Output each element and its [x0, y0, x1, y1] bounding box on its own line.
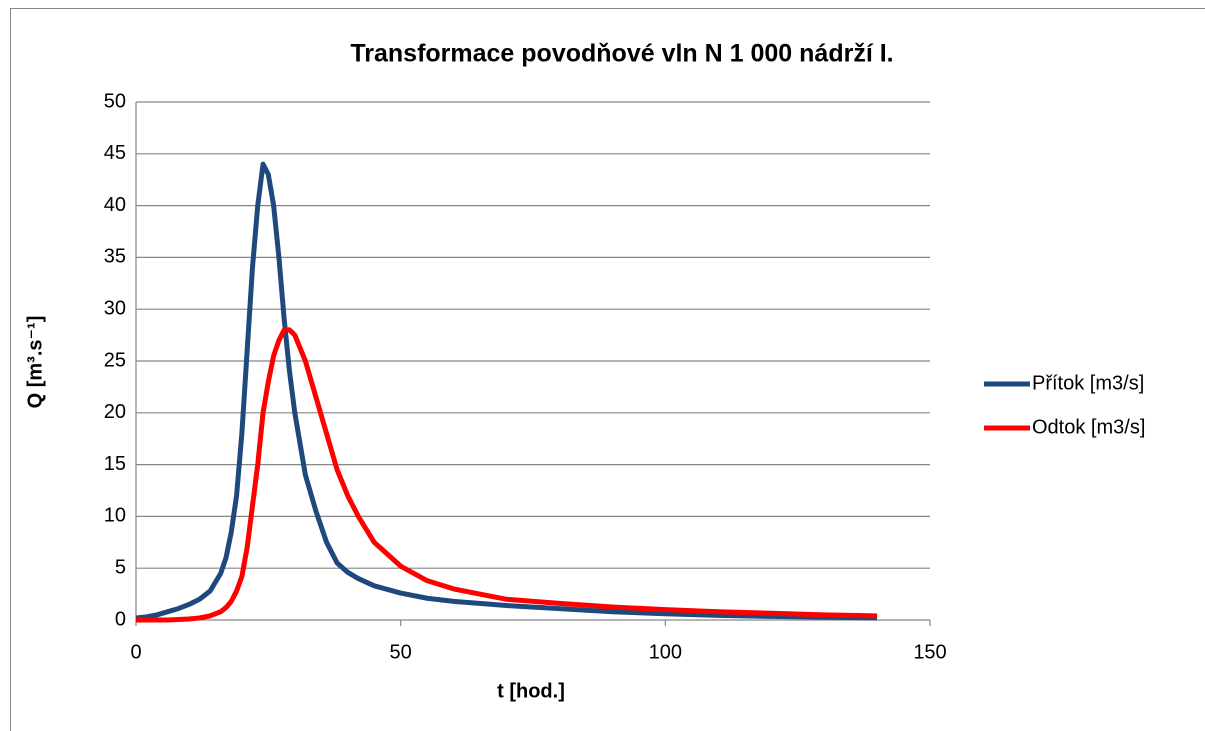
- chart-title: Transformace povodňové vln N 1 000 nádrž…: [350, 40, 893, 68]
- series-line: [136, 327, 878, 623]
- y-tick-label: 0: [115, 608, 126, 630]
- y-axis-label: Q [m³.s⁻¹]: [24, 316, 46, 409]
- y-tick-label: 10: [104, 505, 126, 527]
- y-tick-label: 40: [104, 194, 126, 216]
- legend-label: Odtok [m3/s]: [1032, 416, 1145, 438]
- series-line: [135, 161, 878, 621]
- y-tick-label: 30: [104, 297, 126, 319]
- y-tick-label: 5: [115, 556, 126, 578]
- y-tick-label: 50: [104, 90, 126, 112]
- chart-border: [10, 8, 1205, 731]
- y-tick-label: 20: [104, 401, 126, 423]
- x-tick-label: 0: [130, 641, 141, 663]
- y-tick-label: 45: [104, 142, 126, 164]
- x-axis-label: t [hod.]: [497, 680, 565, 702]
- x-tick-label: 50: [390, 641, 412, 663]
- x-tick-label: 150: [913, 641, 946, 663]
- x-tick-label: 100: [649, 641, 682, 663]
- legend-label: Přítok [m3/s]: [1032, 372, 1144, 394]
- y-tick-label: 15: [104, 453, 126, 475]
- y-tick-label: 25: [104, 349, 126, 371]
- y-tick-label: 35: [104, 246, 126, 268]
